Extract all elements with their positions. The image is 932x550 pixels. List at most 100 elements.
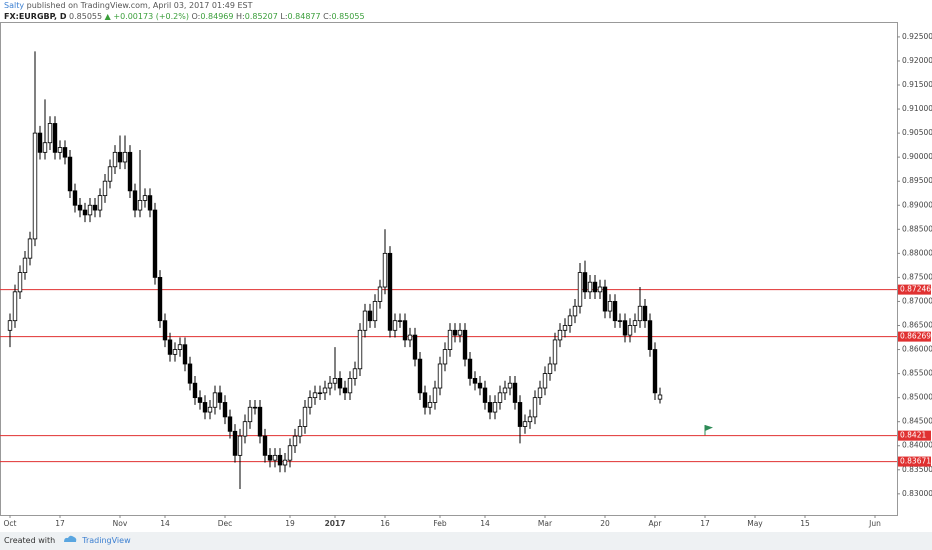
candle-body	[627, 325, 633, 336]
candle-body	[257, 406, 263, 437]
x-tick-label: Nov	[113, 519, 128, 528]
brand[interactable]: TradingView	[82, 536, 131, 545]
y-tick-label: 0.92500	[902, 32, 932, 41]
ohlc-label: C:	[323, 12, 332, 21]
x-tick-label: Jun	[868, 519, 881, 528]
y-tick-label: 0.89000	[902, 200, 932, 209]
candle-body	[617, 320, 623, 322]
flag-icon	[704, 425, 713, 436]
level-label-box	[898, 430, 931, 441]
candle-body	[632, 320, 638, 326]
candle-body	[497, 392, 503, 403]
candle-body	[207, 406, 213, 413]
level-label-box	[898, 456, 931, 467]
y-tick-label: 0.84000	[902, 441, 932, 450]
publish-line: Salty published on TradingView.com, Apri…	[4, 0, 904, 11]
candle-body	[587, 281, 593, 293]
candle-body	[412, 334, 418, 360]
candle-body	[197, 397, 203, 403]
candle-body	[202, 402, 208, 413]
candle-body	[122, 151, 128, 163]
chart: 0.92500 0.92000 0.91500 0.91000 0.90500 0.900…	[0, 22, 932, 528]
candle-body	[27, 238, 33, 259]
level-label: 0.83671	[900, 457, 931, 466]
candle-body	[262, 435, 268, 456]
candle-body	[562, 325, 568, 331]
candle-body	[622, 320, 628, 336]
candle-body	[352, 368, 358, 379]
candle-body	[287, 445, 293, 461]
candle-body	[67, 156, 73, 192]
candle-body	[417, 358, 423, 394]
candle-body	[292, 435, 298, 447]
candle-body	[637, 305, 643, 322]
x-tick-label: Mar	[538, 519, 553, 528]
candle-body	[652, 349, 658, 394]
candle-body	[82, 209, 88, 216]
footer: Created with TradingView	[0, 532, 932, 550]
x-tick-label: 2017	[325, 519, 346, 528]
candle-body	[157, 276, 163, 322]
candle-body	[392, 320, 398, 331]
candle-body	[542, 373, 548, 389]
x-tick-label: Oct	[4, 519, 17, 528]
candle-body	[462, 329, 468, 360]
x-tick-label: 14	[160, 519, 170, 528]
candle-body	[607, 301, 613, 312]
x-tick-label: 14	[480, 519, 490, 528]
ohlc-value: 0.85207	[244, 12, 278, 21]
candle-body	[432, 387, 438, 403]
x-tick-label: 17	[700, 519, 710, 528]
candle-body	[557, 329, 563, 341]
y-tick-label: 0.85500	[902, 369, 932, 378]
y-tick-label: 0.85000	[902, 393, 932, 402]
candle-body	[442, 349, 448, 365]
candle-body	[177, 344, 183, 350]
candle-body	[532, 397, 538, 418]
candle-body	[537, 387, 543, 399]
candle-body	[422, 392, 428, 408]
candle-body	[567, 315, 573, 326]
candle-body	[357, 329, 363, 370]
candle-body	[492, 402, 498, 413]
candle-body	[437, 363, 443, 389]
candle-body	[182, 344, 188, 365]
level-label-box	[898, 284, 931, 295]
candle-body	[457, 329, 463, 336]
candle-body	[647, 320, 653, 350]
candle-body	[237, 435, 243, 456]
candle-body	[7, 320, 13, 331]
y-tick-label: 0.89500	[902, 176, 932, 185]
ohlc-value: 0.84969	[200, 12, 234, 21]
candle-body	[47, 123, 53, 144]
ohlc-value: 0.84877	[287, 12, 321, 21]
candle-body	[382, 252, 388, 288]
candle-body	[397, 320, 403, 322]
candle-body	[37, 132, 43, 153]
candle-body	[12, 291, 18, 322]
candle-body	[87, 204, 93, 216]
candle-body	[42, 142, 48, 153]
candle-body	[512, 382, 518, 403]
author[interactable]: Salty	[4, 1, 25, 10]
candle-body	[217, 392, 223, 403]
candle-body	[267, 454, 273, 461]
y-tick-label: 0.91000	[902, 104, 932, 113]
x-tick-label: Dec	[218, 519, 233, 528]
candle-body	[332, 378, 338, 384]
candle-body	[92, 204, 98, 211]
y-tick-label: 0.90500	[902, 128, 932, 137]
x-tick-label: May	[747, 519, 763, 528]
x-tick-label: 17	[55, 519, 65, 528]
candle-body	[162, 320, 168, 341]
level-label: 0.87246	[900, 285, 931, 294]
candle-body	[592, 281, 598, 293]
x-tick-label: 15	[800, 519, 810, 528]
x-tick-label: Feb	[433, 519, 447, 528]
candle-body	[72, 190, 78, 206]
ohlc-label: H:	[236, 12, 245, 21]
candle-body	[517, 402, 523, 427]
candle-body	[657, 394, 663, 400]
candle-body	[32, 132, 38, 240]
candle-body	[97, 195, 103, 211]
